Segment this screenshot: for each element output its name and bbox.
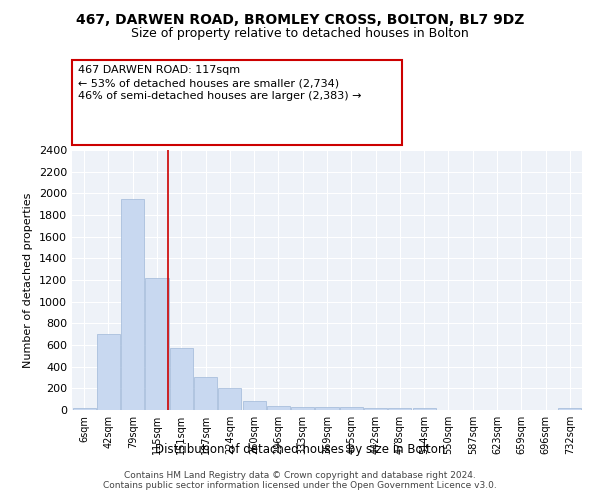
Text: Contains HM Land Registry data © Crown copyright and database right 2024.
Contai: Contains HM Land Registry data © Crown c…: [103, 470, 497, 490]
Bar: [73, 408, 95, 410]
Bar: [121, 198, 144, 410]
Bar: [364, 408, 387, 410]
Bar: [242, 402, 266, 410]
Text: Distribution of detached houses by size in Bolton: Distribution of detached houses by size …: [155, 442, 445, 456]
Bar: [316, 407, 338, 410]
Bar: [267, 406, 290, 410]
Text: Size of property relative to detached houses in Bolton: Size of property relative to detached ho…: [131, 28, 469, 40]
Bar: [145, 278, 169, 410]
Bar: [291, 407, 314, 410]
Bar: [97, 334, 120, 410]
Text: 467 DARWEN ROAD: 117sqm
← 53% of detached houses are smaller (2,734)
46% of semi: 467 DARWEN ROAD: 117sqm ← 53% of detache…: [78, 65, 361, 102]
Bar: [218, 388, 241, 410]
Bar: [340, 407, 363, 410]
Y-axis label: Number of detached properties: Number of detached properties: [23, 192, 34, 368]
Text: 467, DARWEN ROAD, BROMLEY CROSS, BOLTON, BL7 9DZ: 467, DARWEN ROAD, BROMLEY CROSS, BOLTON,…: [76, 12, 524, 26]
Bar: [413, 408, 436, 410]
Bar: [559, 408, 581, 410]
Bar: [170, 348, 193, 410]
Bar: [194, 377, 217, 410]
Bar: [388, 408, 412, 410]
